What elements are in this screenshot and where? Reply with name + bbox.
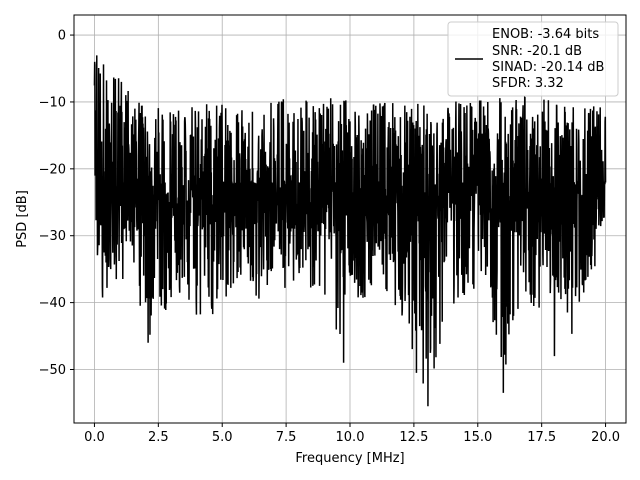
x-tick-label: 7.5: [276, 430, 297, 445]
legend-entry-sinad: SINAD: -20.14 dB: [492, 60, 604, 75]
x-tick-label: 15.0: [463, 430, 492, 445]
y-axis-ticks: 0 −10 −20 −30 −40 −50: [39, 29, 74, 378]
legend-box: [447, 21, 619, 97]
y-tick-label: −30: [39, 229, 66, 244]
y-tick-label: −20: [39, 162, 66, 177]
legend-entry-snr: SNR: -20.1 dB: [492, 44, 582, 59]
x-tick-label: 2.5: [148, 430, 169, 445]
y-tick-label: −10: [39, 95, 66, 110]
x-axis-ticks: 0.0 2.5 5.0 7.5 10.0 12.5 15.0 17.5 20.0: [84, 423, 620, 445]
x-tick-label: 0.0: [84, 430, 105, 445]
x-tick-label: 17.5: [527, 430, 556, 445]
legend-entry-sfdr: SFDR: 3.32: [492, 76, 564, 91]
x-axis-label: Frequency [MHz]: [295, 451, 404, 466]
y-tick-label: 0: [58, 29, 66, 44]
x-tick-label: 5.0: [212, 430, 233, 445]
y-tick-label: −40: [39, 296, 66, 311]
x-tick-label: 20.0: [591, 430, 620, 445]
legend: ENOB: -3.64 bits SNR: -20.1 dB SINAD: -2…: [447, 21, 619, 97]
x-tick-label: 12.5: [399, 430, 428, 445]
y-axis-label: PSD [dB]: [15, 190, 30, 248]
y-tick-label: −50: [39, 363, 66, 378]
data-layer: [93, 55, 607, 407]
x-tick-label: 10.0: [336, 430, 365, 445]
psd-series-line: [93, 55, 607, 407]
legend-entry-enob: ENOB: -3.64 bits: [492, 27, 599, 42]
